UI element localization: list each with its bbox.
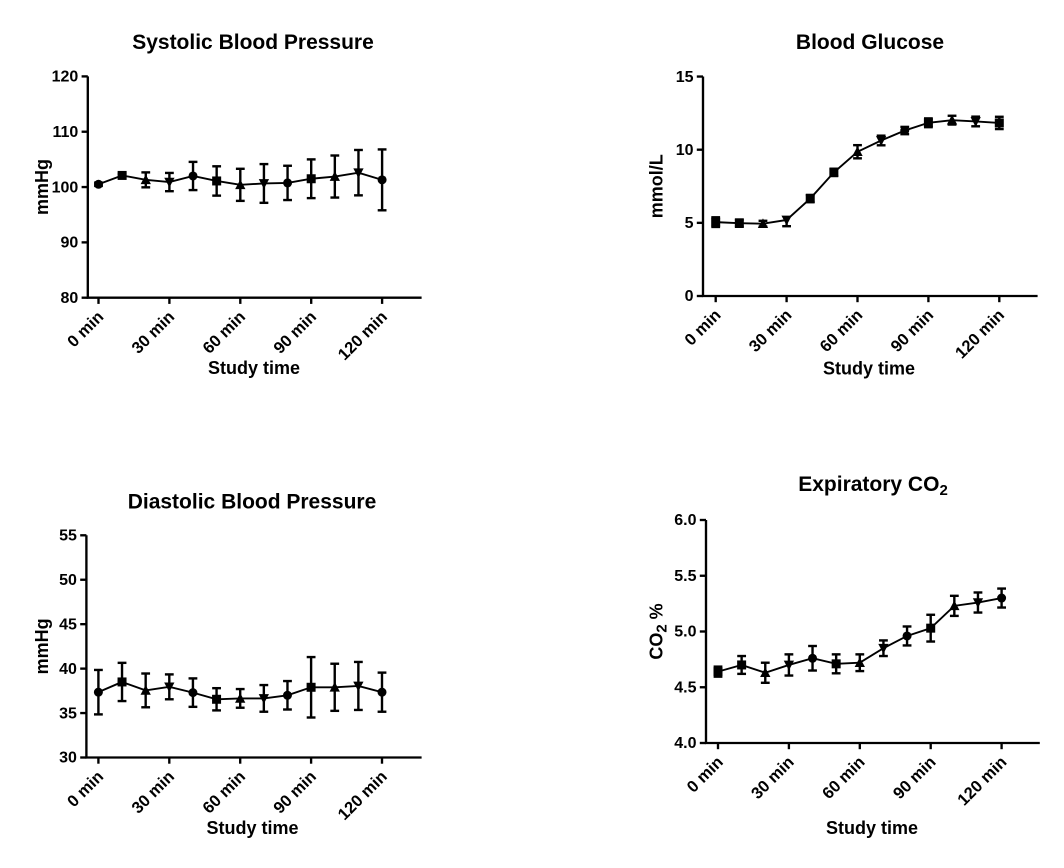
svg-text:10: 10: [676, 142, 694, 159]
svg-text:90: 90: [61, 235, 79, 252]
svg-text:Study time: Study time: [826, 818, 918, 838]
svg-text:4.5: 4.5: [674, 679, 696, 696]
svg-text:Study time: Study time: [823, 359, 915, 379]
svg-text:Diastolic Blood Pressure: Diastolic Blood Pressure: [128, 491, 377, 514]
svg-text:Study time: Study time: [208, 358, 300, 378]
svg-text:Study time: Study time: [206, 818, 298, 838]
svg-text:45: 45: [59, 616, 77, 633]
svg-text:5: 5: [685, 215, 694, 232]
svg-text:50: 50: [59, 572, 77, 589]
svg-text:5.5: 5.5: [674, 568, 696, 585]
svg-text:5.0: 5.0: [674, 624, 696, 641]
svg-text:35: 35: [59, 705, 77, 722]
svg-text:110: 110: [52, 124, 78, 141]
svg-text:6.0: 6.0: [674, 512, 696, 529]
svg-text:Systolic Blood Pressure: Systolic Blood Pressure: [132, 31, 374, 54]
svg-text:30: 30: [59, 750, 77, 767]
svg-text:4.0: 4.0: [674, 735, 696, 752]
svg-text:mmHg: mmHg: [32, 159, 52, 215]
svg-text:55: 55: [59, 528, 77, 545]
svg-text:120: 120: [52, 69, 79, 86]
svg-text:mmol/L: mmol/L: [647, 154, 667, 218]
svg-text:80: 80: [61, 290, 79, 307]
svg-text:0: 0: [685, 288, 694, 305]
svg-text:40: 40: [59, 661, 77, 678]
svg-text:100: 100: [52, 179, 79, 196]
svg-text:15: 15: [676, 69, 694, 86]
svg-text:mmHg: mmHg: [32, 618, 52, 674]
svg-text:Blood Glucose: Blood Glucose: [796, 31, 944, 54]
svg-text:Expiratory CO2: Expiratory CO2: [798, 473, 948, 499]
